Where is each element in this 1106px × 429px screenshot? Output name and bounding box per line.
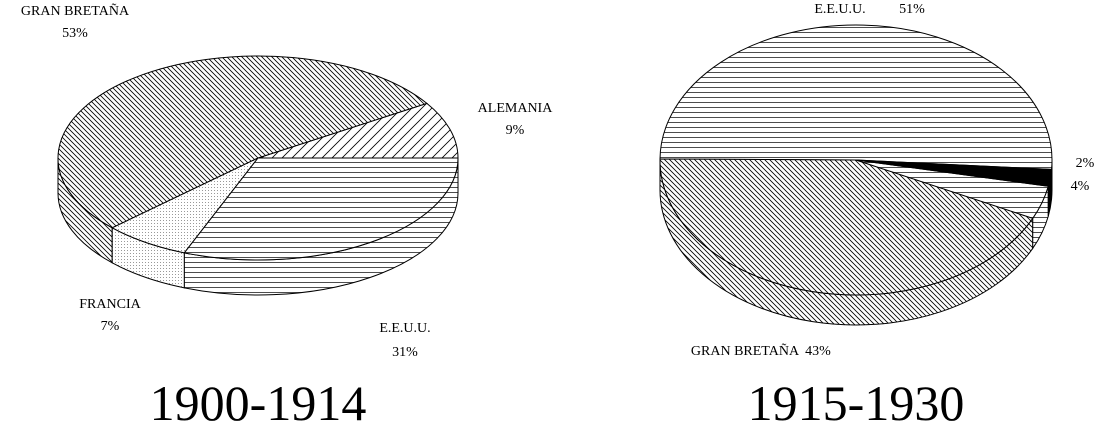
chart-title: 1900-1914 xyxy=(150,375,367,429)
pie-slice xyxy=(183,157,459,261)
pie-slice xyxy=(659,24,1053,170)
slice-name: E.E.U.U. xyxy=(814,2,865,17)
slice-value: 4% xyxy=(1071,179,1090,194)
slice-value: 51% xyxy=(899,2,925,17)
slice-name: GRAN BRETAÑA xyxy=(21,3,130,19)
slice-value: 31% xyxy=(392,345,418,360)
slice-name: E.E.U.U. xyxy=(379,321,430,336)
pie-slice xyxy=(57,55,428,229)
slice-value: 53% xyxy=(62,26,88,41)
slice-value: 2% xyxy=(1076,156,1095,171)
slice-value: 43% xyxy=(805,344,831,359)
chart-title: 1915-1930 xyxy=(748,375,965,429)
pie-slice xyxy=(855,159,1053,187)
slice-name: FRANCIA xyxy=(79,297,141,312)
slice-value: 7% xyxy=(101,319,120,334)
slice-name: GRAN BRETAÑA xyxy=(691,343,800,359)
slice-value: 9% xyxy=(506,123,525,138)
pie-slice xyxy=(659,158,1034,296)
slice-name: ALEMANIA xyxy=(478,101,554,116)
pie-slice xyxy=(257,102,459,159)
